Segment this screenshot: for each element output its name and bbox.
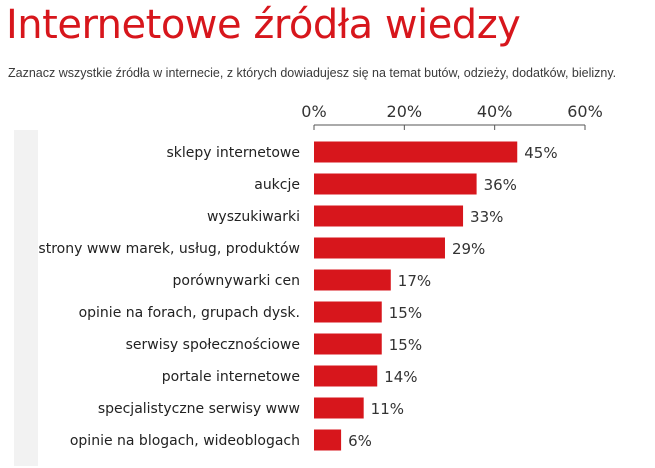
value-label: 6%: [348, 432, 372, 450]
value-label: 15%: [389, 336, 422, 354]
value-label: 45%: [524, 144, 557, 162]
value-label: 29%: [452, 240, 485, 258]
bar: [314, 429, 342, 451]
category-label: wyszukiwarki: [207, 209, 300, 225]
bar: [314, 237, 445, 259]
chart-title: Internetowe źródła wiedzy: [6, 2, 521, 48]
bar: [314, 397, 364, 419]
bar: [314, 269, 391, 291]
bar: [314, 365, 378, 387]
value-label: 17%: [398, 272, 431, 290]
category-label: porównywarki cen: [173, 273, 301, 289]
x-tick-label: 20%: [387, 102, 423, 121]
bar: [314, 173, 477, 195]
category-label: specjalistyczne serwisy www: [98, 401, 300, 417]
x-tick-label: 0%: [301, 102, 326, 121]
category-label: aukcje: [254, 177, 300, 193]
value-label: 33%: [470, 208, 503, 226]
category-label: strony www marek, usług, produktów: [38, 241, 300, 257]
category-label: sklepy internetowe: [166, 145, 300, 161]
category-label: serwisy społecznościowe: [126, 337, 300, 353]
chart-subtitle: Zaznacz wszystkie źródła w internecie, z…: [8, 66, 617, 80]
value-label: 36%: [484, 176, 517, 194]
category-label: opinie na blogach, wideoblogach: [70, 433, 300, 449]
bar: [314, 333, 382, 355]
x-tick-label: 60%: [567, 102, 603, 121]
value-label: 11%: [371, 400, 404, 418]
bar: [314, 301, 382, 323]
value-label: 14%: [384, 368, 417, 386]
category-label: portale internetowe: [162, 369, 300, 385]
bar: [314, 141, 518, 163]
value-label: 15%: [389, 304, 422, 322]
bar: [314, 205, 464, 227]
category-label: opinie na forach, grupach dysk.: [79, 305, 300, 321]
x-tick-label: 40%: [477, 102, 513, 121]
